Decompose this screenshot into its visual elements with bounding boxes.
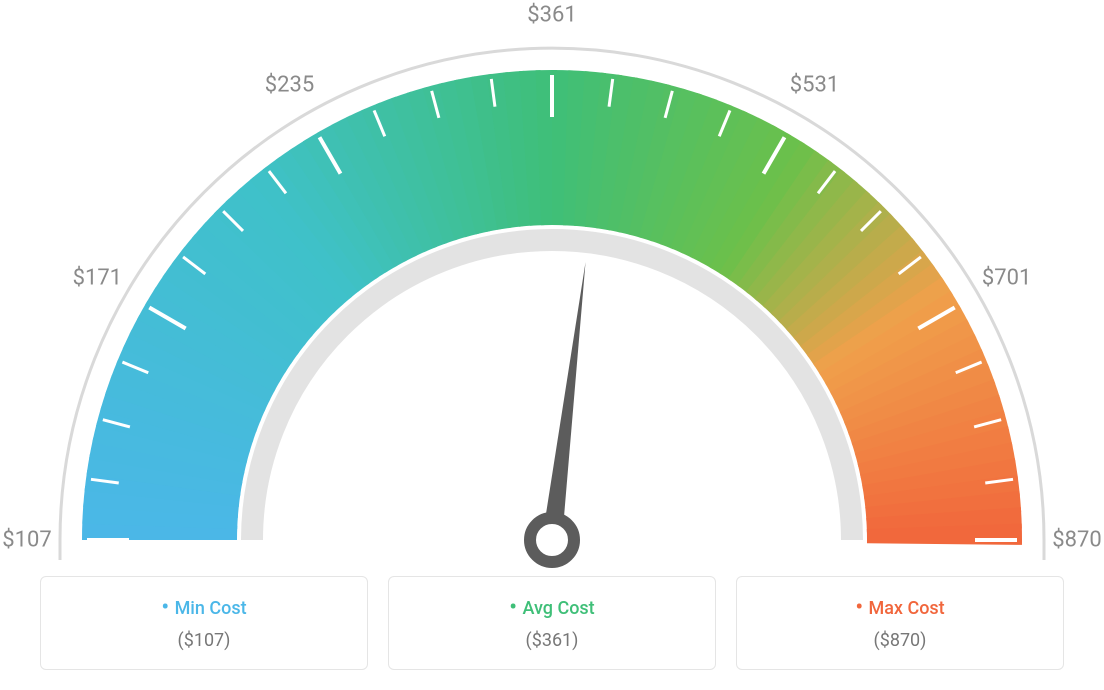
legend-row: Min Cost ($107) Avg Cost ($361) Max Cost… (40, 576, 1064, 670)
legend-card-min: Min Cost ($107) (40, 576, 368, 670)
legend-value-min: ($107) (61, 630, 347, 651)
gauge-tick-label: $171 (73, 265, 122, 290)
gauge-tick-label: $235 (265, 73, 314, 98)
legend-label-min: Min Cost (61, 595, 347, 620)
gauge-chart: $107 $171 $235 $361 $531 $701 $870 (0, 0, 1104, 580)
legend-card-max: Max Cost ($870) (736, 576, 1064, 670)
legend-value-avg: ($361) (409, 630, 695, 651)
gauge-tick-label: $701 (982, 265, 1031, 290)
gauge-tick-label: $107 (2, 528, 51, 553)
gauge-tick-label: $361 (527, 3, 576, 28)
gauge-svg (0, 0, 1104, 580)
legend-value-max: ($870) (757, 630, 1043, 651)
gauge-tick-label: $870 (1052, 528, 1101, 553)
gauge-tick-label: $531 (790, 73, 839, 98)
legend-label-max: Max Cost (757, 595, 1043, 620)
legend-label-avg: Avg Cost (409, 595, 695, 620)
legend-card-avg: Avg Cost ($361) (388, 576, 716, 670)
